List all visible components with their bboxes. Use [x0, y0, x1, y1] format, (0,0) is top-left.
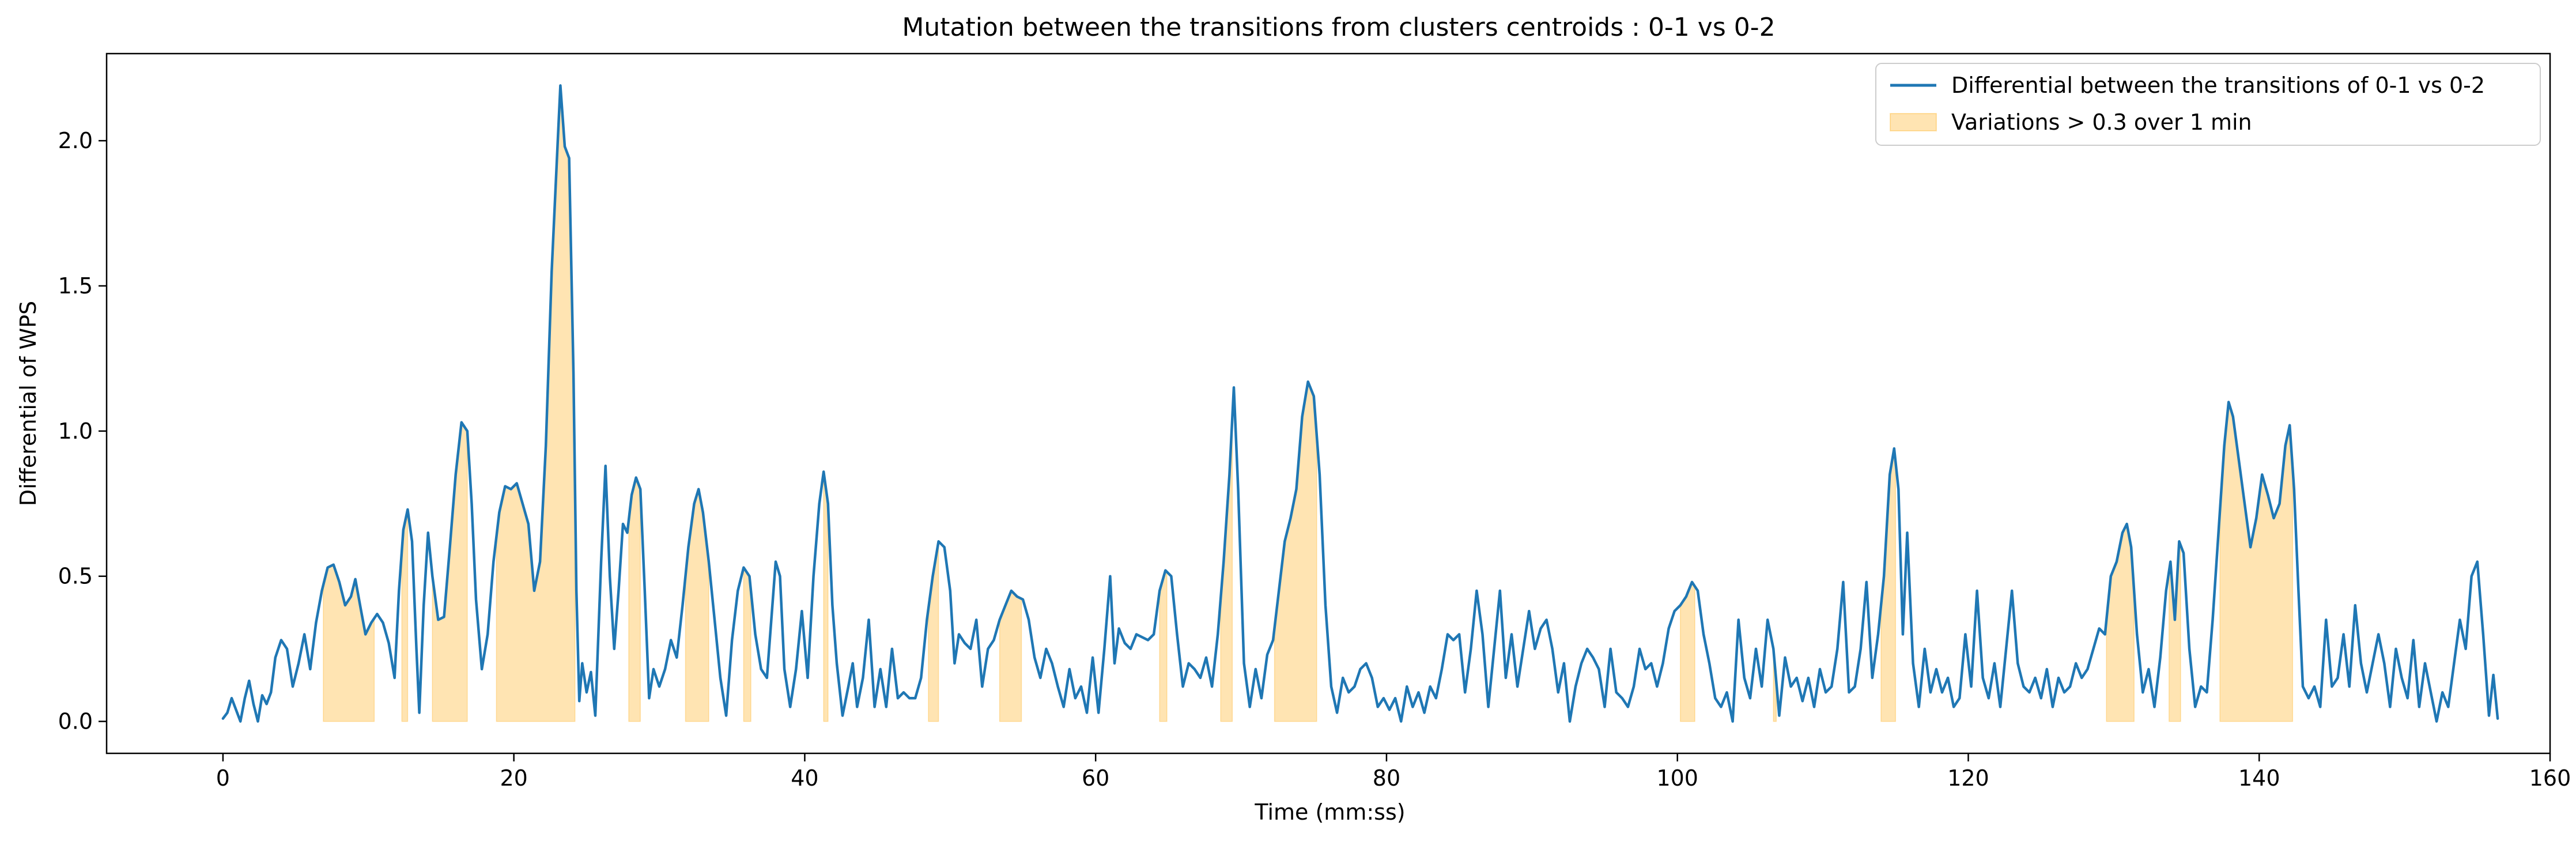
x-tick-label: 20 [500, 765, 527, 791]
y-tick-label: 0.0 [58, 709, 93, 734]
legend-label-line: Differential between the transitions of … [1951, 73, 2485, 98]
y-tick-label: 1.0 [58, 418, 93, 444]
y-tick-label: 1.5 [58, 273, 93, 299]
legend-label-fill: Variations > 0.3 over 1 min [1951, 110, 2252, 135]
x-tick-label: 0 [216, 765, 230, 791]
legend-fill-swatch [1890, 113, 1937, 131]
y-axis: 0.0 0.5 1.0 1.5 2.0 [58, 128, 107, 734]
data-line-layer [221, 84, 2499, 723]
legend: Differential between the transitions of … [1875, 63, 2541, 146]
x-tick-label: 160 [2529, 765, 2571, 791]
y-tick-label: 0.5 [58, 564, 93, 589]
x-axis: 0 20 40 60 80 100 120 140 160 [216, 753, 2571, 791]
threshold-fill-layer [323, 85, 2294, 722]
x-tick-label: 60 [1082, 765, 1109, 791]
x-tick-label: 100 [1656, 765, 1698, 791]
x-tick-label: 140 [2238, 765, 2280, 791]
x-tick-label: 80 [1373, 765, 1400, 791]
x-tick-label: 40 [791, 765, 818, 791]
y-axis-label: Differential of WPS [16, 301, 41, 506]
x-axis-label: Time (mm:ss) [1254, 799, 1405, 825]
y-tick-label: 2.0 [58, 128, 93, 153]
x-tick-label: 120 [1947, 765, 1989, 791]
legend-box [1875, 63, 2541, 146]
fill-region-11 [1159, 569, 1168, 722]
chart-title: Mutation between the transitions from cl… [902, 13, 1775, 42]
plot-frame [105, 52, 2551, 755]
series-line [221, 84, 2499, 723]
